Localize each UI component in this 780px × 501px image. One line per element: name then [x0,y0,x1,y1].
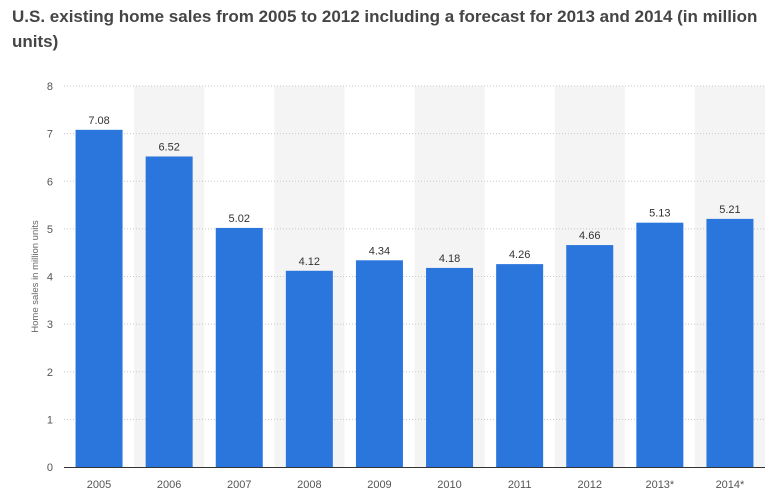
x-tick-label: 2009 [367,479,391,491]
x-axis-ticks: 2005 2006 2007 2008 2009 2010 2011 2012 2013* 201… [87,479,745,491]
x-tick-label: 2011 [508,479,532,491]
data-label: 4.34 [369,245,390,257]
y-tick-label: 7 [47,129,53,141]
x-tick-label: 2012 [578,479,602,491]
bar[interactable] [285,270,333,467]
x-tick-label: 2013* [645,479,674,491]
bar[interactable] [706,218,754,467]
y-tick-label: 3 [47,319,53,331]
y-axis-ticks: 0 1 2 3 4 5 6 7 8 [47,81,53,474]
data-label: 5.21 [719,204,740,216]
data-label: 5.02 [229,213,250,225]
bar[interactable] [636,222,684,467]
bar[interactable] [75,129,123,467]
y-tick-label: 1 [47,414,53,426]
y-tick-label: 6 [47,176,53,188]
x-tick-label: 2010 [437,479,461,491]
y-tick-label: 0 [47,462,53,474]
y-tick-label: 2 [47,367,53,379]
x-tick-label: 2008 [297,479,321,491]
bar[interactable] [566,245,614,467]
chart-title: U.S. existing home sales from 2005 to 20… [12,7,758,51]
value-labels: 7.08 6.52 5.02 4.12 4.34 4.18 4.26 4.66 5.13 5.21 [88,115,740,268]
bars [75,129,754,468]
bar[interactable] [215,227,263,467]
data-label: 4.12 [299,256,320,268]
data-label: 6.52 [158,141,179,153]
bar[interactable] [426,267,474,467]
x-tick-label: 2005 [87,479,111,491]
bar[interactable] [355,260,403,467]
y-tick-label: 4 [47,272,53,284]
data-label: 4.26 [509,249,530,261]
data-label: 4.18 [439,253,460,265]
x-tick-label: 2014* [716,479,745,491]
y-tick-label: 8 [47,81,53,93]
x-tick-label: 2007 [227,479,251,491]
x-tick-label: 2006 [157,479,181,491]
data-label: 7.08 [88,115,109,127]
bar[interactable] [496,264,544,467]
y-tick-label: 5 [47,224,53,236]
bar[interactable] [145,156,193,468]
data-label: 4.66 [579,230,600,242]
data-label: 5.13 [649,208,670,220]
y-axis-title: Home sales in million units [30,220,41,333]
